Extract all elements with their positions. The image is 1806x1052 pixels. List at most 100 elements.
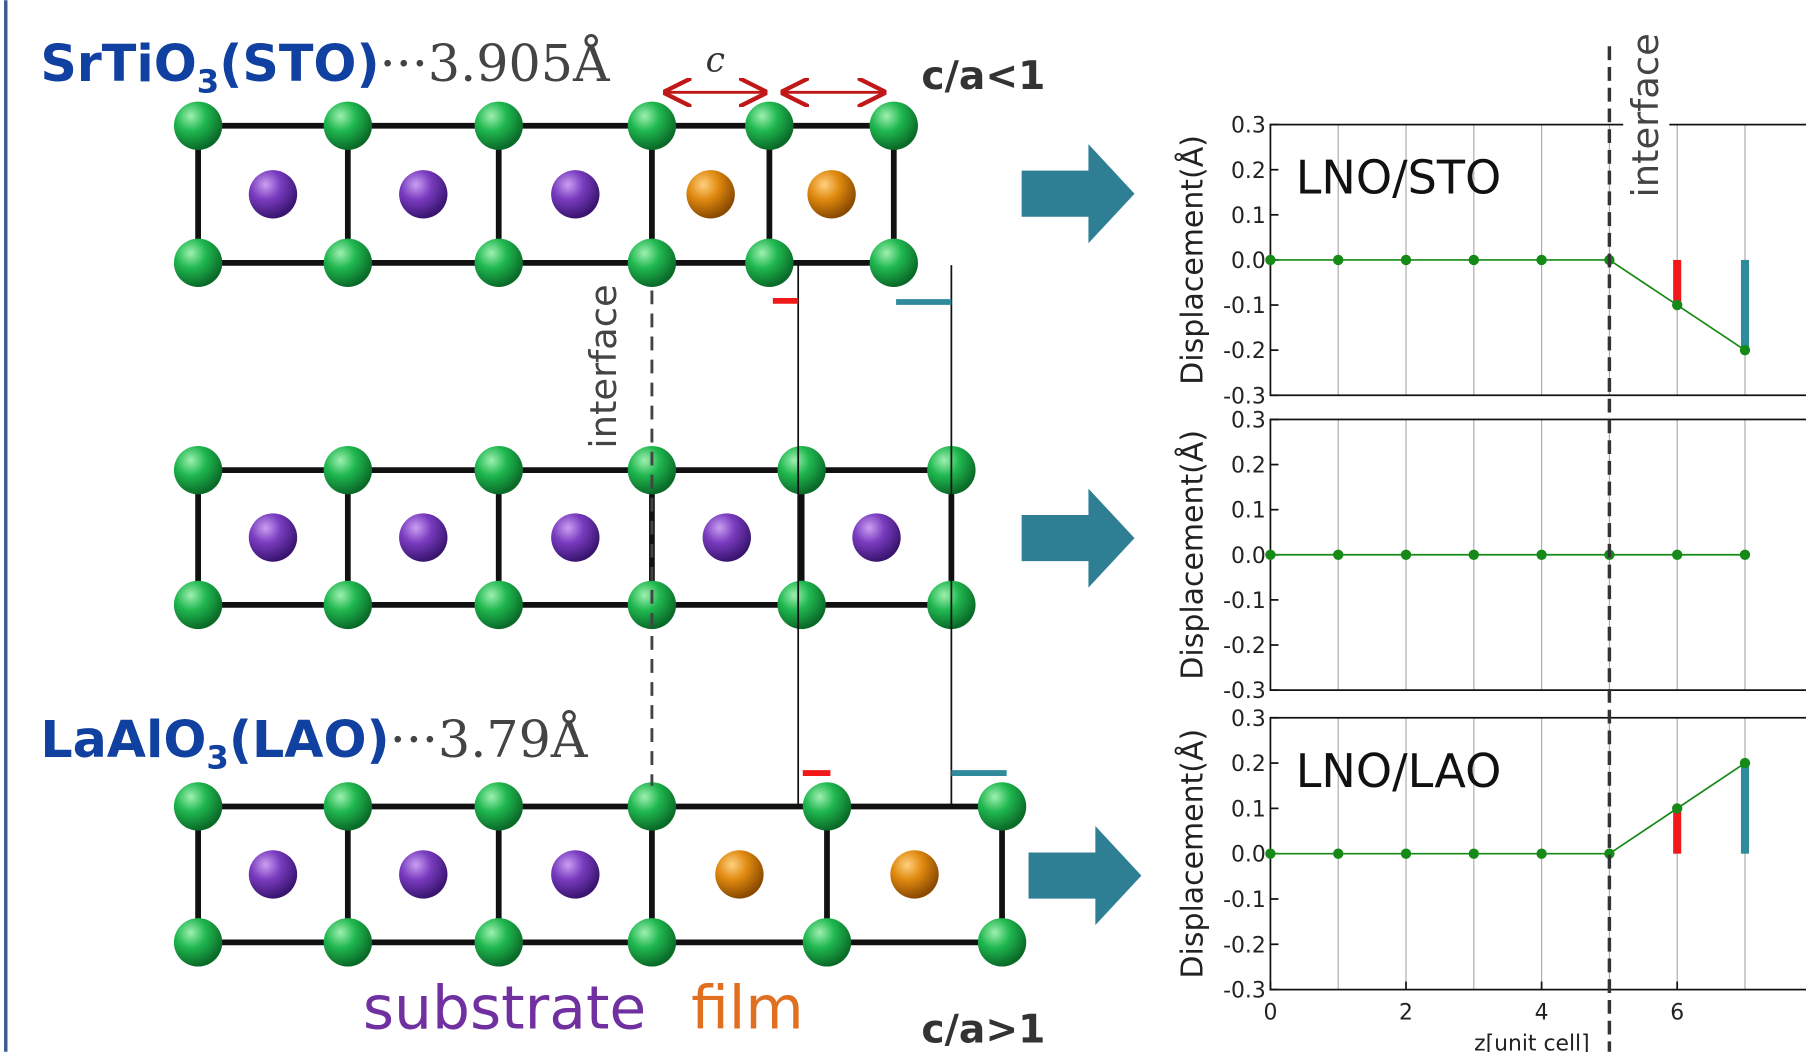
y-tick-label: 0.1 bbox=[1231, 204, 1266, 229]
formula-part: (LAO) bbox=[229, 710, 390, 769]
oxygen-atom bbox=[803, 782, 851, 830]
oxygen-atom bbox=[174, 782, 222, 830]
c-label: c bbox=[706, 41, 725, 81]
y-tick-label: 0.0 bbox=[1231, 249, 1266, 274]
oxygen-atom bbox=[777, 581, 825, 629]
x-tick-label: 0 bbox=[1263, 1001, 1277, 1026]
center-atom bbox=[715, 850, 763, 898]
y-tick-label: -0.1 bbox=[1223, 888, 1266, 913]
interface-label: interface bbox=[582, 284, 625, 448]
center-atom bbox=[551, 513, 599, 561]
center-atom bbox=[399, 513, 447, 561]
data-point bbox=[1672, 550, 1682, 560]
x-tick-label: 2 bbox=[1399, 1001, 1413, 1026]
displacement-bar bbox=[1673, 260, 1681, 305]
oxygen-atom bbox=[475, 782, 523, 830]
data-point bbox=[1536, 255, 1546, 265]
center-atom bbox=[686, 170, 734, 218]
oxygen-atom bbox=[324, 581, 372, 629]
formula-sub: 3 bbox=[206, 738, 228, 776]
figure: SrTiO3(STO)···3.905ÅLaAlO3(LAO)···3.79Åc… bbox=[0, 0, 1806, 1052]
oxygen-atom bbox=[324, 446, 372, 494]
data-point bbox=[1333, 255, 1343, 265]
center-atom bbox=[852, 513, 900, 561]
center-atom bbox=[551, 850, 599, 898]
lattice-constant: ···3.79Å bbox=[390, 710, 589, 769]
data-point bbox=[1265, 849, 1275, 859]
y-tick-label: -0.2 bbox=[1223, 933, 1266, 958]
formula: SrTiO3(STO)···3.905Å bbox=[40, 34, 611, 101]
y-tick-label: 0.3 bbox=[1231, 114, 1266, 139]
oxygen-atom bbox=[628, 782, 676, 830]
center-atom bbox=[703, 513, 751, 561]
oxygen-atom bbox=[324, 918, 372, 966]
y-tick-label: -0.3 bbox=[1223, 384, 1266, 409]
y-tick-label: 0.1 bbox=[1231, 499, 1266, 524]
oxygen-atom bbox=[745, 239, 793, 287]
oxygen-atom bbox=[475, 102, 523, 150]
center-atom bbox=[399, 850, 447, 898]
data-point bbox=[1333, 550, 1343, 560]
data-point bbox=[1401, 255, 1411, 265]
y-axis-label: Displacement(Å) bbox=[1174, 430, 1210, 680]
data-point bbox=[1333, 849, 1343, 859]
formula-part: (STO) bbox=[219, 34, 379, 93]
y-tick-label: -0.2 bbox=[1223, 339, 1266, 364]
x-tick-label: 4 bbox=[1535, 1001, 1549, 1026]
lattice-constant: ···3.905Å bbox=[380, 34, 611, 93]
x-tick-label: 6 bbox=[1670, 1001, 1684, 1026]
formula: LaAlO3(LAO)···3.79Å bbox=[40, 710, 589, 777]
data-point bbox=[1469, 255, 1479, 265]
y-tick-label: 0.1 bbox=[1231, 797, 1266, 822]
y-tick-label: -0.3 bbox=[1223, 679, 1266, 704]
oxygen-atom bbox=[475, 581, 523, 629]
oxygen-atom bbox=[803, 918, 851, 966]
oxygen-atom bbox=[324, 102, 372, 150]
data-point bbox=[1536, 849, 1546, 859]
displacement-bar bbox=[1741, 763, 1749, 854]
y-tick-label: 0.2 bbox=[1231, 159, 1266, 184]
oxygen-atom bbox=[628, 918, 676, 966]
y-tick-label: 0.3 bbox=[1231, 409, 1266, 434]
oxygen-atom bbox=[174, 102, 222, 150]
substrate-label: substrate bbox=[363, 974, 646, 1044]
center-atom bbox=[249, 850, 297, 898]
x-axis-label: z[unit cell] bbox=[1474, 1032, 1590, 1052]
data-point bbox=[1401, 550, 1411, 560]
displacement-bar bbox=[1673, 808, 1681, 853]
oxygen-atom bbox=[174, 446, 222, 494]
data-point bbox=[1401, 849, 1411, 859]
oxygen-atom bbox=[324, 239, 372, 287]
film-label: film bbox=[691, 974, 804, 1044]
formula-part: SrTiO bbox=[40, 34, 196, 93]
data-point bbox=[1536, 550, 1546, 560]
y-tick-label: -0.1 bbox=[1223, 589, 1266, 614]
oxygen-atom bbox=[475, 239, 523, 287]
center-atom bbox=[249, 170, 297, 218]
interface-annotation: interface bbox=[1624, 33, 1667, 197]
data-point bbox=[1672, 300, 1682, 310]
panel-label: LNO/LAO bbox=[1296, 744, 1502, 798]
panel-label: LNO/STO bbox=[1296, 151, 1502, 205]
y-tick-label: -0.2 bbox=[1223, 634, 1266, 659]
displacement-bar bbox=[1741, 260, 1749, 350]
data-point bbox=[1740, 550, 1750, 560]
oxygen-atom bbox=[978, 782, 1026, 830]
oxygen-atom bbox=[324, 782, 372, 830]
oxygen-atom bbox=[628, 239, 676, 287]
oxygen-atom bbox=[475, 918, 523, 966]
oxygen-atom bbox=[475, 446, 523, 494]
ratio: c/a>1 bbox=[921, 1008, 1045, 1052]
data-point bbox=[1672, 803, 1682, 813]
data-point bbox=[1740, 758, 1750, 768]
data-point bbox=[1265, 255, 1275, 265]
formula-sub: 3 bbox=[197, 62, 219, 100]
y-tick-label: 0.0 bbox=[1231, 544, 1266, 569]
oxygen-atom bbox=[777, 446, 825, 494]
center-atom bbox=[249, 513, 297, 561]
oxygen-atom bbox=[978, 918, 1026, 966]
oxygen-atom bbox=[870, 239, 918, 287]
formula-part: LaAlO bbox=[40, 710, 206, 769]
oxygen-atom bbox=[174, 239, 222, 287]
oxygen-atom bbox=[745, 102, 793, 150]
